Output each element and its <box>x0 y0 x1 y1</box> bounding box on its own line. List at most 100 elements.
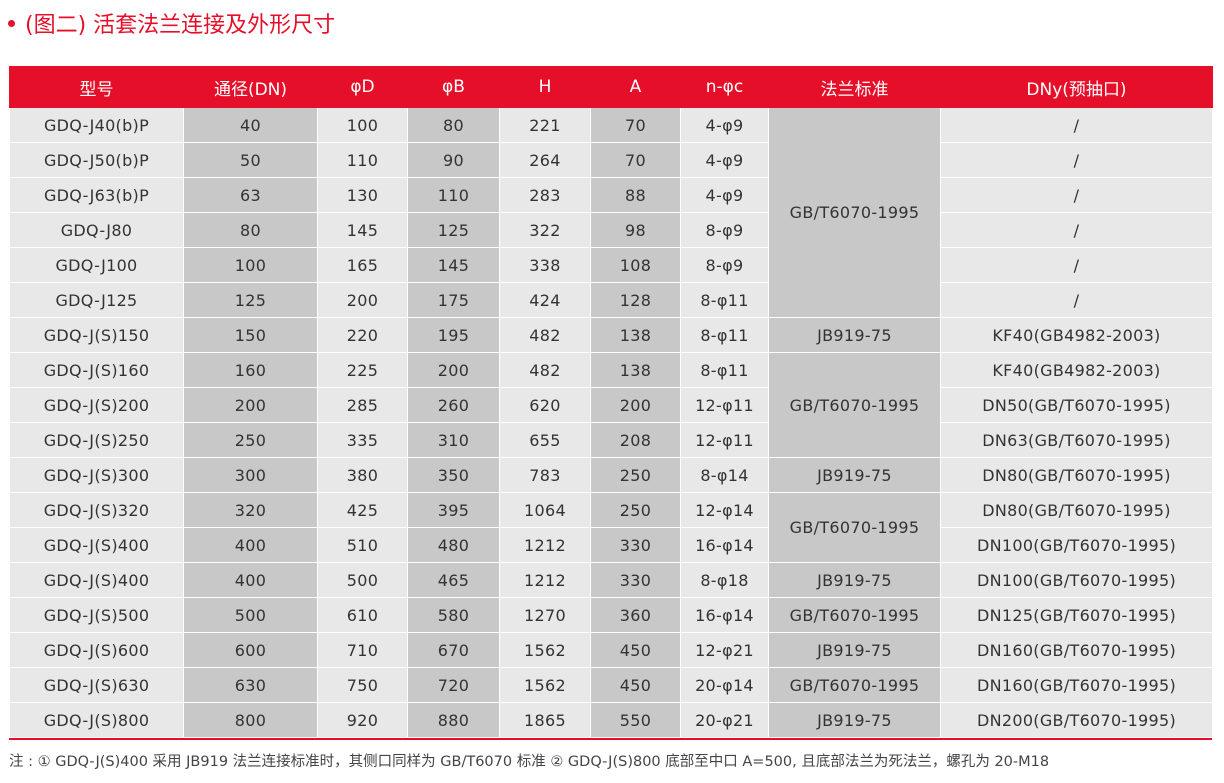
cell-phi-b: 395 <box>407 492 500 528</box>
cell-model: GDQ-J(S)630 <box>9 667 184 703</box>
cell-h: 1562 <box>499 632 591 668</box>
header-flange-standard: 法兰标准 <box>768 66 941 108</box>
cell-dny-port: KF40(GB4982-2003) <box>940 352 1213 388</box>
cell-a: 450 <box>590 632 681 668</box>
cell-phi-d: 100 <box>317 107 408 143</box>
header-dn: 通径(DN) <box>183 66 318 108</box>
cell-model: GDQ-J(S)500 <box>9 597 184 633</box>
cell-dny-port: / <box>940 107 1213 143</box>
cell-a: 128 <box>590 282 681 318</box>
table-row: GDQ-J(S)800 800 920 880 1865 550 20-φ21 JB919-7… <box>9 702 1213 738</box>
cell-dn: 500 <box>183 597 318 633</box>
cell-bolt-holes: 8-φ14 <box>680 457 769 493</box>
footnote: 注 : ① GDQ-J(S)400 采用 JB919 法兰连接标准时，其侧口同样… <box>9 754 1050 770</box>
cell-dny-port: DN80(GB/T6070-1995) <box>940 457 1213 493</box>
cell-h: 424 <box>499 282 591 318</box>
cell-dn: 150 <box>183 317 318 353</box>
table-row: GDQ-J(S)250 250 335 310 655 208 12-φ11 DN63(GB/… <box>9 422 1213 458</box>
cell-bolt-holes: 8-φ11 <box>680 317 769 353</box>
cell-dn: 630 <box>183 667 318 703</box>
cell-a: 138 <box>590 352 681 388</box>
cell-bolt-holes: 8-φ18 <box>680 562 769 598</box>
table-row: GDQ-J(S)150 150 220 195 482 138 8-φ11 JB919-75 K… <box>9 317 1213 353</box>
bullet-dot-icon <box>8 19 15 27</box>
cell-phi-b: 195 <box>407 317 500 353</box>
cell-a: 108 <box>590 247 681 283</box>
cell-bolt-holes: 8-φ11 <box>680 282 769 318</box>
cell-phi-b: 90 <box>407 142 500 178</box>
cell-bolt-holes: 16-φ14 <box>680 597 769 633</box>
cell-model: GDQ-J(S)800 <box>9 702 184 738</box>
cell-a: 200 <box>590 387 681 423</box>
cell-phi-d: 920 <box>317 702 408 738</box>
table-row: GDQ-J100 100 165 145 338 108 8-φ9 / <box>9 247 1213 283</box>
cell-model: GDQ-J(S)250 <box>9 422 184 458</box>
section-title: (图二) 活套法兰连接及外形尺寸 <box>8 6 335 40</box>
cell-dny-port: DN160(GB/T6070-1995) <box>940 667 1213 703</box>
cell-bolt-holes: 12-φ11 <box>680 387 769 423</box>
cell-model: GDQ-J(S)600 <box>9 632 184 668</box>
cell-dny-port: DN80(GB/T6070-1995) <box>940 492 1213 528</box>
section-title-text: (图二) 活套法兰连接及外形尺寸 <box>25 13 336 38</box>
table-row: GDQ-J63(b)P 63 130 110 283 88 4-φ9 / <box>9 177 1213 213</box>
cell-flange-standard: GB/T6070-1995 <box>768 597 941 633</box>
cell-a: 450 <box>590 667 681 703</box>
cell-dn: 320 <box>183 492 318 528</box>
cell-dn: 63 <box>183 177 318 213</box>
cell-h: 322 <box>499 212 591 248</box>
cell-dny-port: DN50(GB/T6070-1995) <box>940 387 1213 423</box>
cell-flange-standard: JB919-75 <box>768 562 941 598</box>
cell-model: GDQ-J100 <box>9 247 184 283</box>
cell-dny-port: / <box>940 247 1213 283</box>
table-row: GDQ-J(S)500 500 610 580 1270 360 16-φ14 GB/T607… <box>9 597 1213 633</box>
cell-h: 1865 <box>499 702 591 738</box>
cell-a: 208 <box>590 422 681 458</box>
cell-model: GDQ-J(S)400 <box>9 527 184 563</box>
cell-phi-b: 310 <box>407 422 500 458</box>
cell-phi-b: 125 <box>407 212 500 248</box>
cell-phi-b: 880 <box>407 702 500 738</box>
cell-a: 88 <box>590 177 681 213</box>
cell-dn: 80 <box>183 212 318 248</box>
header-model: 型号 <box>9 66 184 108</box>
cell-dny-port: / <box>940 282 1213 318</box>
cell-dny-port: / <box>940 142 1213 178</box>
cell-model: GDQ-J(S)300 <box>9 457 184 493</box>
cell-dn: 400 <box>183 527 318 563</box>
cell-dny-port: DN100(GB/T6070-1995) <box>940 527 1213 563</box>
cell-bolt-holes: 12-φ21 <box>680 632 769 668</box>
cell-bolt-holes: 8-φ11 <box>680 352 769 388</box>
cell-phi-b: 720 <box>407 667 500 703</box>
cell-dn: 50 <box>183 142 318 178</box>
cell-a: 330 <box>590 527 681 563</box>
flange-spec-table: 型号 通径(DN) φD φB H A n-φc 法兰标准 DNy(预抽口) G… <box>9 66 1213 738</box>
cell-a: 250 <box>590 457 681 493</box>
cell-flange-standard: JB919-75 <box>768 457 941 493</box>
cell-dn: 300 <box>183 457 318 493</box>
table-bottom-rule <box>9 738 1212 740</box>
cell-phi-b: 110 <box>407 177 500 213</box>
cell-phi-d: 110 <box>317 142 408 178</box>
cell-phi-b: 350 <box>407 457 500 493</box>
cell-phi-b: 260 <box>407 387 500 423</box>
cell-bolt-holes: 4-φ9 <box>680 177 769 213</box>
table-row: GDQ-J(S)300 300 380 350 783 250 8-φ14 JB919-75 D… <box>9 457 1213 493</box>
cell-model: GDQ-J(S)320 <box>9 492 184 528</box>
cell-h: 482 <box>499 352 591 388</box>
cell-h: 655 <box>499 422 591 458</box>
cell-bolt-holes: 4-φ9 <box>680 107 769 143</box>
cell-bolt-holes: 20-φ14 <box>680 667 769 703</box>
cell-a: 70 <box>590 142 681 178</box>
cell-model: GDQ-J(S)400 <box>9 562 184 598</box>
table-row: GDQ-J40(b)P 40 100 80 221 70 4-φ9 GB/T6070-1995… <box>9 107 1213 318</box>
cell-model: GDQ-J125 <box>9 282 184 318</box>
cell-dny-port: DN125(GB/T6070-1995) <box>940 597 1213 633</box>
cell-phi-d: 225 <box>317 352 408 388</box>
cell-h: 283 <box>499 177 591 213</box>
cell-h: 264 <box>499 142 591 178</box>
cell-dny-port: / <box>940 177 1213 213</box>
cell-phi-d: 220 <box>317 317 408 353</box>
cell-phi-d: 500 <box>317 562 408 598</box>
cell-model: GDQ-J80 <box>9 212 184 248</box>
table-row: GDQ-J(S)400 400 510 480 1212 330 16-φ14 DN100(G… <box>9 527 1213 563</box>
